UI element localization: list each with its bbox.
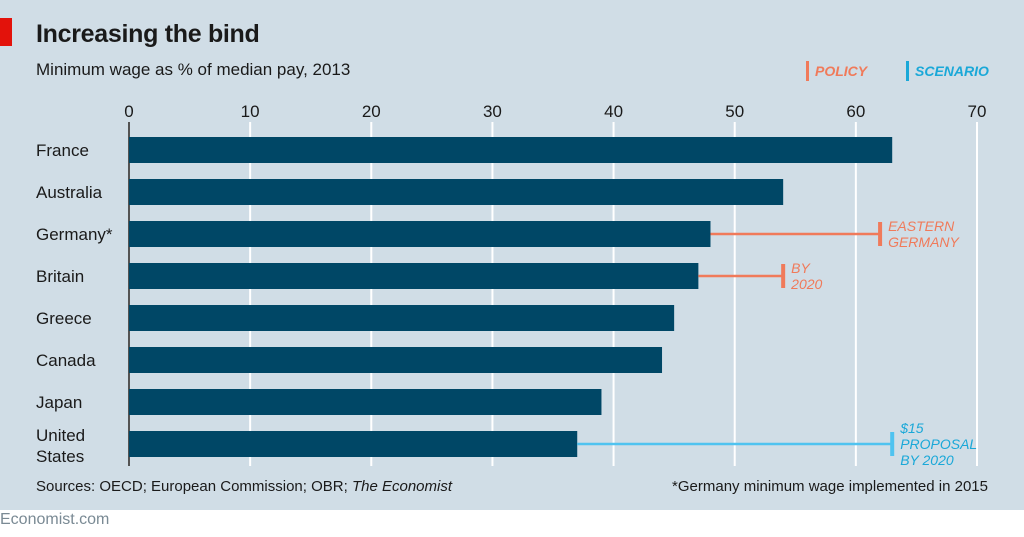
sources-note: Sources: OECD; European Commission; OBR;… bbox=[36, 478, 452, 495]
chart-title: Increasing the bind bbox=[36, 20, 260, 48]
footnote: *Germany minimum wage implemented in 201… bbox=[672, 478, 988, 495]
x-tick-label-10: 10 bbox=[241, 102, 260, 121]
x-tick-label-60: 60 bbox=[846, 102, 865, 121]
category-label-britain: Britain bbox=[36, 267, 84, 286]
scenario-end-marker-united-states bbox=[890, 432, 895, 456]
x-tick-label-30: 30 bbox=[483, 102, 502, 121]
x-tick-label-20: 20 bbox=[362, 102, 381, 121]
policy-annotation-germany: EASTERN GERMANY bbox=[888, 218, 960, 250]
sources-text: Sources: OECD; European Commission; OBR; bbox=[36, 478, 352, 495]
legend-policy-label: POLICY bbox=[815, 63, 868, 79]
category-label-canada: Canada bbox=[36, 351, 96, 370]
x-tick-label-70: 70 bbox=[968, 102, 987, 121]
bar-germany bbox=[129, 221, 711, 247]
x-tick-label-0: 0 bbox=[124, 102, 133, 121]
brand-label: Economist.com bbox=[0, 511, 110, 528]
category-label-france: France bbox=[36, 141, 89, 160]
policy-annotation-britain: BY 2020 bbox=[790, 260, 822, 292]
bar-japan bbox=[129, 389, 602, 415]
x-tick-label-50: 50 bbox=[725, 102, 744, 121]
category-label-greece: Greece bbox=[36, 309, 92, 328]
x-tick-label-40: 40 bbox=[604, 102, 623, 121]
bar-greece bbox=[129, 305, 675, 331]
scenario-annotation-united-states: $15 PROPOSAL BY 2020 bbox=[899, 420, 977, 468]
brand-red-tag bbox=[0, 18, 12, 46]
legend-scenario-swatch bbox=[906, 61, 909, 81]
category-label-germany: Germany* bbox=[36, 225, 113, 244]
bar-chart: 0 10 20 30 40 50 60 70 France Australia Germany* Br… bbox=[36, 102, 987, 468]
bar-france bbox=[129, 137, 893, 163]
bar-united-states bbox=[129, 431, 578, 457]
policy-end-marker-germany bbox=[878, 222, 883, 246]
legend-scenario-label: SCENARIO bbox=[915, 63, 989, 79]
bar-britain bbox=[129, 263, 699, 289]
legend-policy-swatch bbox=[806, 61, 809, 81]
category-label-japan: Japan bbox=[36, 393, 82, 412]
chart-subtitle: Minimum wage as % of median pay, 2013 bbox=[36, 60, 351, 79]
legend-scenario: SCENARIO bbox=[906, 61, 989, 81]
legend-policy: POLICY bbox=[806, 61, 867, 81]
bar-canada bbox=[129, 347, 663, 373]
chart-panel bbox=[0, 0, 1024, 510]
policy-end-marker-britain bbox=[781, 264, 786, 288]
bar-australia bbox=[129, 179, 784, 205]
category-label-united-states: United States bbox=[36, 426, 85, 466]
category-label-australia: Australia bbox=[36, 183, 103, 202]
sources-italic: The Economist bbox=[351, 478, 452, 495]
